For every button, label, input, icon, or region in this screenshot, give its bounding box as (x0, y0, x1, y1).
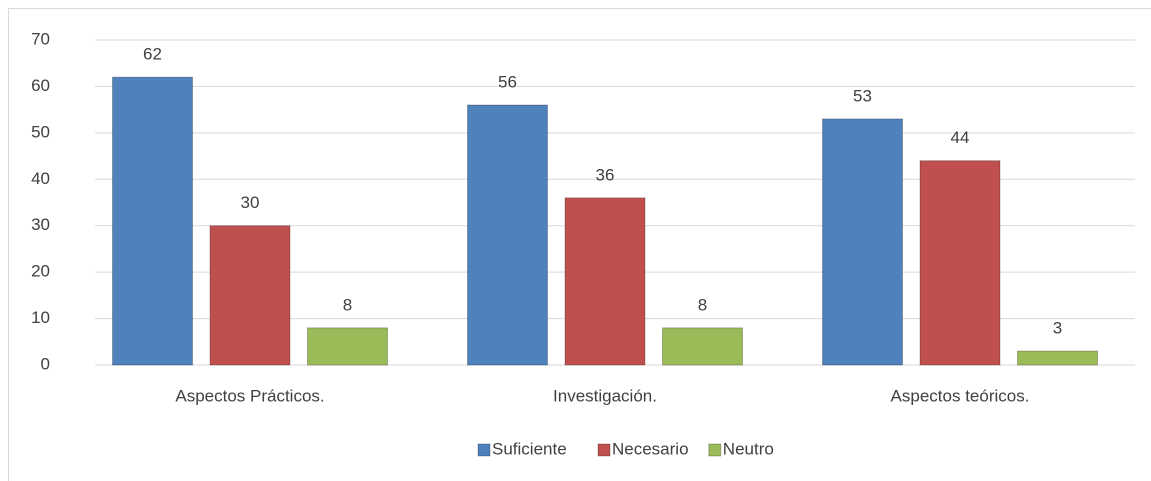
legend-swatch (477, 443, 491, 457)
legend-swatch (597, 443, 611, 457)
chart-border (8, 8, 1151, 481)
data-label: 30 (241, 193, 260, 212)
bar (662, 327, 743, 366)
data-label: 44 (951, 128, 970, 147)
data-label: 3 (1053, 319, 1062, 338)
bar (112, 76, 193, 366)
x-tick-label: Investigación. (553, 386, 657, 405)
x-tick-label: Aspectos teóricos. (891, 386, 1030, 405)
data-label: 8 (698, 295, 707, 314)
legend-label: Suficiente (492, 439, 567, 458)
data-label: 8 (343, 295, 352, 314)
legend-swatch (708, 443, 722, 457)
y-tick-label: 40 (31, 169, 50, 188)
data-label: 56 (498, 72, 517, 91)
legend-label: Neutro (723, 439, 774, 458)
bar (467, 104, 548, 366)
data-label: 62 (143, 45, 162, 64)
bar (564, 197, 646, 366)
bar (1017, 350, 1098, 366)
data-label: 53 (853, 86, 872, 105)
y-tick-label: 0 (41, 354, 50, 373)
y-tick-label: 60 (31, 76, 50, 95)
x-tick-label: Aspectos Prácticos. (175, 386, 324, 405)
y-tick-label: 20 (31, 262, 50, 281)
bar (822, 118, 903, 366)
legend-label: Necesario (612, 439, 689, 458)
y-tick-label: 50 (31, 122, 50, 141)
y-tick-label: 30 (31, 215, 50, 234)
bar (919, 160, 1001, 366)
bar (307, 327, 388, 366)
y-tick-label: 70 (31, 29, 50, 48)
bar (209, 225, 291, 366)
data-label: 36 (596, 165, 615, 184)
y-tick-label: 10 (31, 308, 50, 327)
